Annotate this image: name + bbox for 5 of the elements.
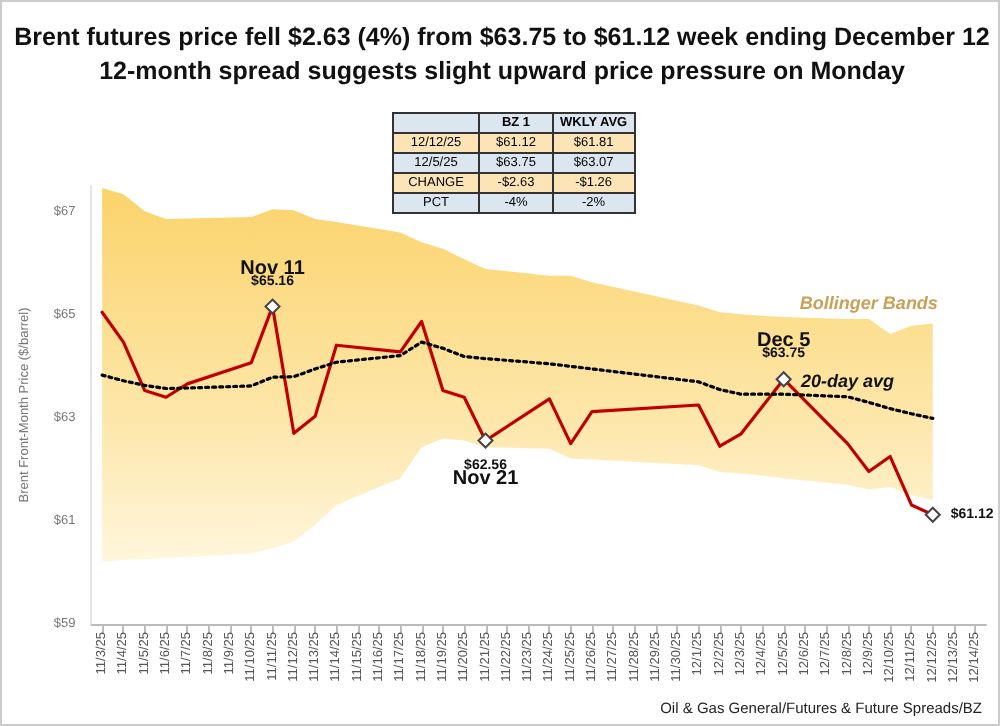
annotation: Bollinger Bands: [799, 292, 938, 313]
chart-title: Brent futures price fell $2.63 (4%) from $63.75 to $61.12 week ending December 12: [14, 23, 990, 51]
annotation: Nov 21: [452, 467, 520, 490]
chart-subtitle: 12-month spread suggests slight upward price pressure on Monday: [99, 57, 905, 85]
annotation: 20-day avg: [799, 370, 896, 391]
